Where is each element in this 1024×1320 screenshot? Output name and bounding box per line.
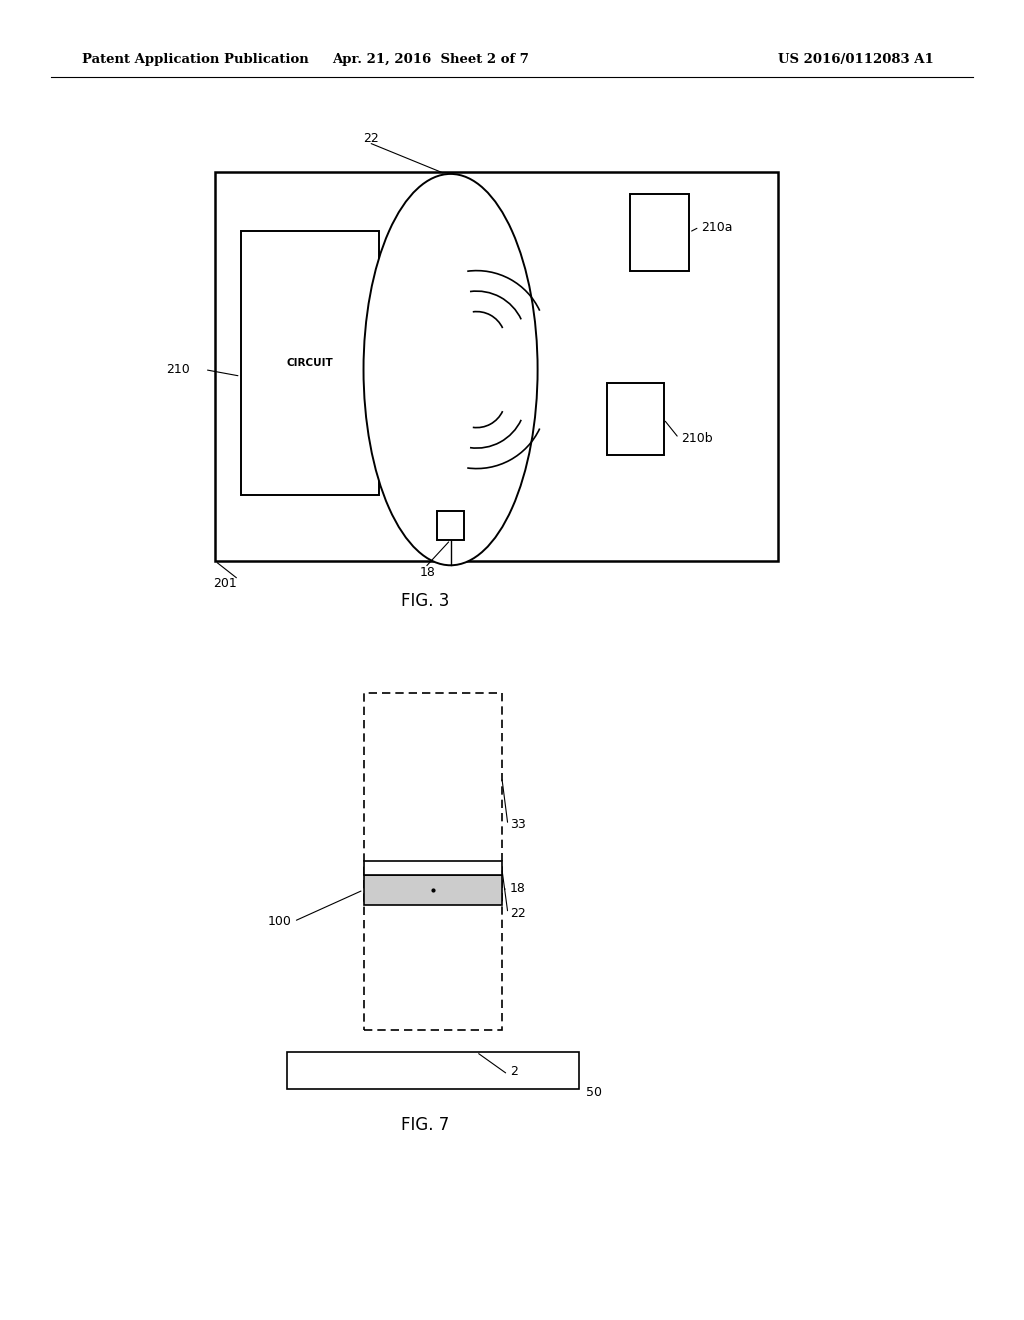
Text: 33: 33 [510,818,525,832]
Bar [364,875,502,906]
Bar [364,861,502,875]
Bar [215,172,778,561]
Text: FIG. 3: FIG. 3 [400,591,450,610]
Text: 50: 50 [586,1086,602,1100]
Text: 22: 22 [364,132,379,145]
Text: 100: 100 [268,915,292,928]
Bar [630,194,689,271]
Text: 18: 18 [510,882,526,895]
Text: 22: 22 [510,907,525,920]
Bar [287,1052,579,1089]
Bar [607,383,664,455]
Bar [437,511,464,540]
Text: 210b: 210b [681,432,713,445]
Text: 210: 210 [166,363,189,376]
Text: 18: 18 [420,566,436,579]
Bar [364,693,502,1030]
Text: 201: 201 [213,577,237,590]
Text: US 2016/0112083 A1: US 2016/0112083 A1 [778,53,934,66]
Text: FIG. 7: FIG. 7 [400,1115,450,1134]
Text: Patent Application Publication: Patent Application Publication [82,53,308,66]
Ellipse shape [364,174,538,565]
Text: 2: 2 [510,1065,518,1078]
Text: 210a: 210a [701,220,733,234]
Text: Apr. 21, 2016  Sheet 2 of 7: Apr. 21, 2016 Sheet 2 of 7 [332,53,528,66]
Bar [241,231,379,495]
Text: CIRCUIT: CIRCUIT [287,358,333,368]
